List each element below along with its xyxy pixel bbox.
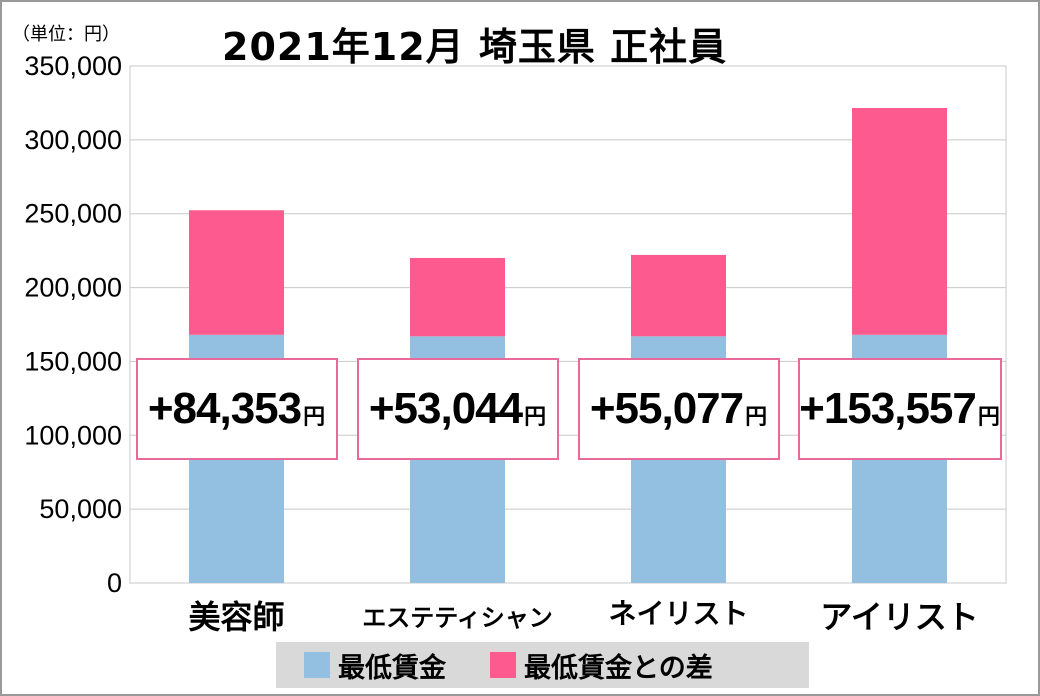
difference-value: +55,077 xyxy=(589,384,744,433)
y-tick-label: 300,000 xyxy=(24,125,122,155)
difference-unit: 円 xyxy=(745,404,768,429)
bar-diff xyxy=(189,210,284,335)
difference-value: +53,044 xyxy=(368,384,523,433)
y-tick-label: 0 xyxy=(107,568,122,598)
difference-badge: +84,353 円 xyxy=(135,358,338,460)
x-category-label: エステティシャン xyxy=(362,604,553,632)
y-tick-label: 200,000 xyxy=(24,273,122,303)
y-tick-label: 100,000 xyxy=(24,420,122,450)
legend-swatch-diff xyxy=(490,652,516,678)
legend-item-base: 最低賃金 xyxy=(304,646,446,685)
x-category-label: 美容師 xyxy=(188,598,285,636)
legend-label-diff: 最低賃金との差 xyxy=(524,652,713,684)
y-tick-label: 250,000 xyxy=(24,199,122,229)
bar-diff xyxy=(410,257,505,337)
difference-badge: +53,044 円 xyxy=(356,358,559,460)
difference-value: +153,557 xyxy=(799,384,977,433)
difference-value: +84,353 xyxy=(147,384,302,433)
difference-unit: 円 xyxy=(303,404,326,429)
x-category-label: アイリスト xyxy=(820,598,979,636)
legend-swatch-base xyxy=(304,652,330,678)
y-tick-label: 50,000 xyxy=(39,494,122,524)
chart-title: 2021年12月 埼玉県 正社員 xyxy=(222,25,728,69)
unit-label: （単位：円） xyxy=(12,24,120,45)
difference-unit: 円 xyxy=(977,404,1000,429)
y-tick-label: 350,000 xyxy=(24,51,122,81)
difference-badge: +55,077 円 xyxy=(577,358,780,460)
legend-item-diff: 最低賃金との差 xyxy=(490,646,713,685)
difference-badge: +153,557 円 xyxy=(797,358,1002,460)
plot-area xyxy=(129,65,1007,584)
difference-unit: 円 xyxy=(524,404,547,429)
legend-label-base: 最低賃金 xyxy=(338,652,446,684)
x-category-label: ネイリスト xyxy=(608,597,749,630)
y-tick-label: 150,000 xyxy=(24,346,122,376)
bar-diff xyxy=(852,108,947,335)
bar-diff xyxy=(631,254,726,337)
legend: 最低賃金 最低賃金との差 xyxy=(276,642,809,688)
